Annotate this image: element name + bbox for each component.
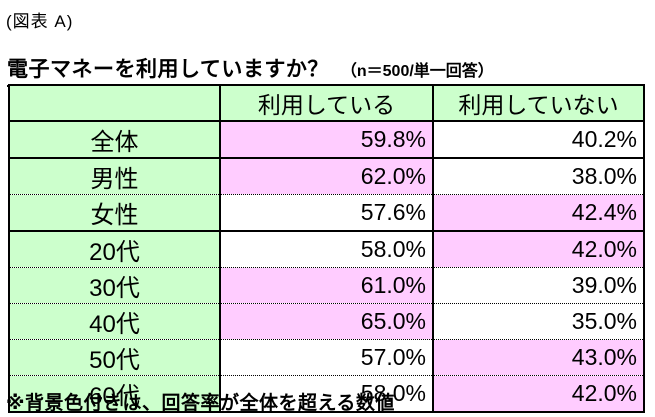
- not-using-value: 39.0%: [432, 267, 644, 304]
- not-using-value: 42.4%: [432, 194, 644, 231]
- not-using-value: 35.0%: [432, 303, 644, 340]
- row-label: 50代: [8, 339, 220, 376]
- sample-size-note: （n＝500/単一回答）: [340, 63, 494, 80]
- using-value: 58.0%: [219, 230, 433, 268]
- not-using-value: 40.2%: [432, 120, 644, 158]
- row-label: 40代: [8, 303, 220, 340]
- not-using-value: 43.0%: [432, 339, 644, 376]
- table-row-male: 男性 62.0% 38.0%: [8, 157, 644, 195]
- not-using-value: 42.0%: [432, 230, 644, 268]
- using-value: 65.0%: [219, 303, 433, 340]
- highlight-note: ※背景色付きは、回答率が全体を超える数値: [6, 393, 395, 414]
- survey-table: 利用している 利用していない 全体 59.8% 40.2% 男性 62.0% 3…: [8, 84, 645, 413]
- using-value: 59.8%: [219, 120, 433, 158]
- table-row-30s: 30代 61.0% 39.0%: [8, 267, 644, 304]
- row-label: 全体: [8, 120, 220, 158]
- header-row: 利用している 利用していない: [8, 85, 644, 122]
- not-using-value: 42.0%: [432, 375, 644, 412]
- using-value: 57.0%: [219, 339, 433, 376]
- row-label: 20代: [8, 230, 220, 268]
- row-label: 男性: [8, 157, 220, 195]
- chart-title: 電子マネーを利用していますか？ （n＝500/単一回答）: [7, 53, 494, 87]
- not-using-value: 38.0%: [432, 157, 644, 195]
- row-label: 女性: [8, 194, 220, 231]
- table-row-50s: 50代 57.0% 43.0%: [8, 339, 644, 376]
- table-body: 全体 59.8% 40.2% 男性 62.0% 38.0% 女性 57.6% 4…: [8, 120, 644, 412]
- using-value: 61.0%: [219, 267, 433, 304]
- column-header-using: 利用している: [219, 85, 433, 122]
- table-row-female: 女性 57.6% 42.4%: [8, 194, 644, 231]
- figure-label: (図表 A): [6, 12, 74, 31]
- using-value: 58.0%: [219, 375, 433, 412]
- using-value: 57.6%: [219, 194, 433, 231]
- column-header-not-using: 利用していない: [432, 85, 644, 122]
- row-label: 60代: [8, 375, 220, 412]
- table-row-60s: 60代 58.0% 42.0%: [8, 375, 644, 412]
- table-row-20s: 20代 58.0% 42.0%: [8, 230, 644, 268]
- title-question: 電子マネーを利用していますか？: [7, 58, 329, 81]
- table-row-zentai: 全体 59.8% 40.2%: [8, 120, 644, 158]
- table-row-40s: 40代 65.0% 35.0%: [8, 303, 644, 340]
- using-value: 62.0%: [219, 157, 433, 195]
- row-label: 30代: [8, 267, 220, 304]
- corner-cell: [8, 85, 220, 122]
